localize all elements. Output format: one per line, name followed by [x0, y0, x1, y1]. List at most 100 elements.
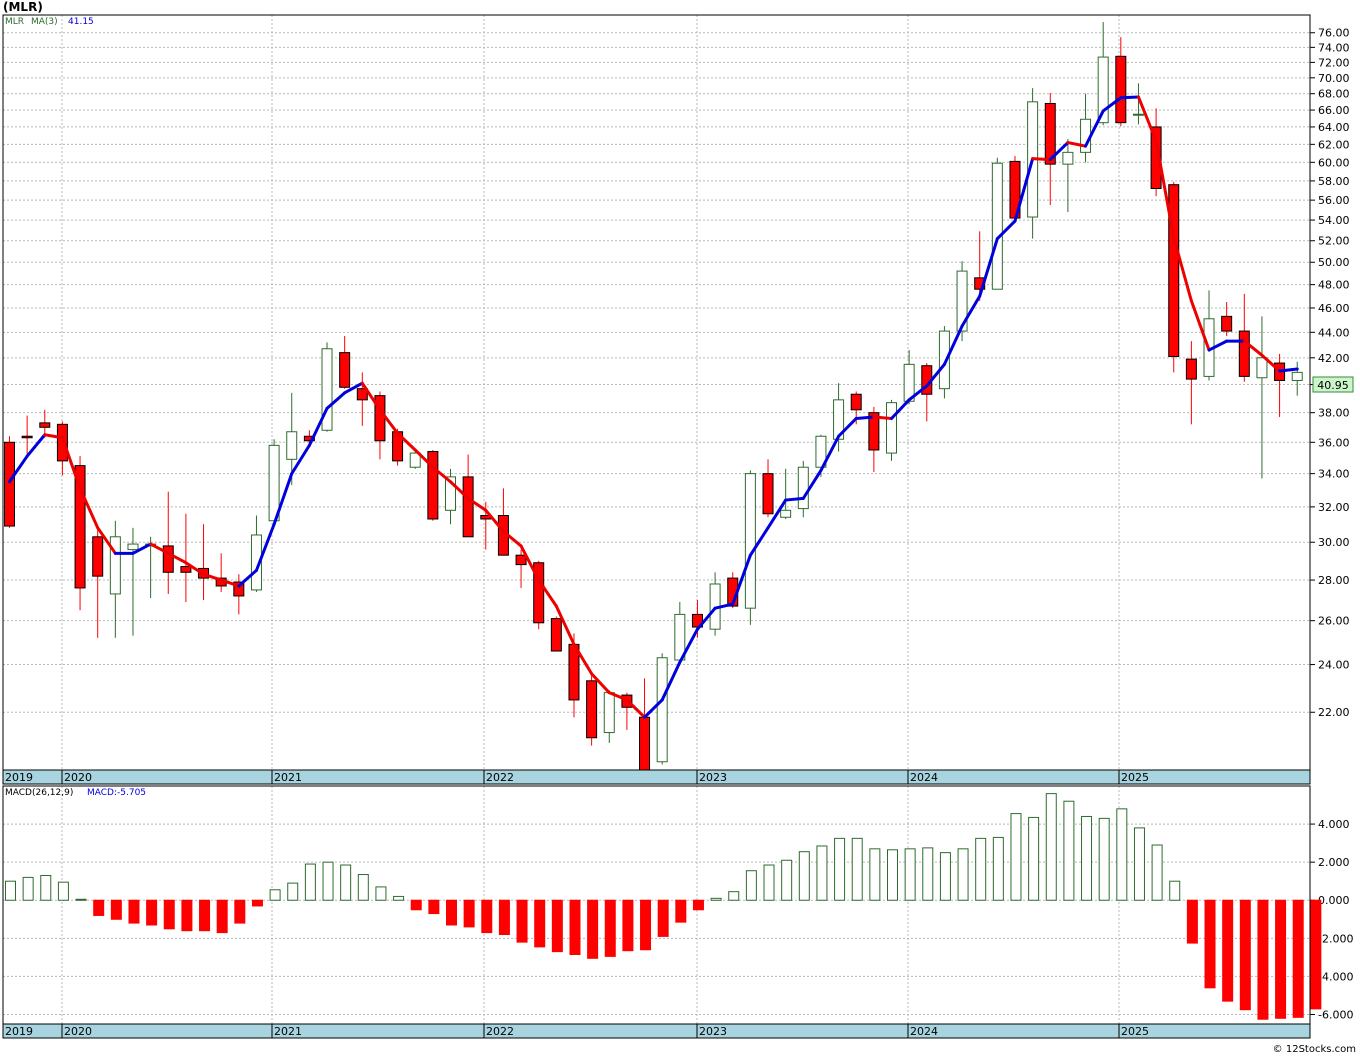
candle-up: [268, 444, 280, 522]
ma-segment: [890, 398, 911, 420]
price-tick-label: 76.00: [1318, 27, 1350, 40]
ma-segment: [731, 553, 752, 606]
macd-legend-label: MACD(26,12,9): [5, 788, 73, 798]
ma-segment: [607, 691, 629, 702]
ma-segment: [978, 237, 999, 298]
macd-bar-negative: [692, 899, 704, 911]
candle-down: [639, 716, 651, 771]
macd-bar-positive: [304, 863, 316, 901]
macd-bar-positive: [375, 886, 387, 901]
price-tick-label: 34.00: [1318, 468, 1350, 481]
price-axis-ticks: 22.00 24.00 26.00 28.00 30.00 32.00 34.00 36.00…: [1310, 27, 1350, 719]
candle-up: [321, 348, 333, 431]
date-label: 2025: [1121, 771, 1149, 784]
ma-segment: [554, 604, 576, 646]
legend-ma-value: 41.15: [68, 17, 94, 27]
macd-bar-positive: [1133, 827, 1145, 901]
price-tick-label: 56.00: [1318, 194, 1350, 207]
candle-down: [4, 441, 15, 527]
candle-down: [762, 473, 774, 515]
macd-bar-negative: [1275, 899, 1287, 1019]
macd-bar-positive: [1116, 808, 1128, 901]
ma-segment: [872, 415, 893, 420]
last-price-badge: 40.95: [1312, 376, 1354, 393]
macd-panel-frame: [2, 785, 1311, 1025]
watermark: © 12Stocks.com: [1273, 1044, 1356, 1055]
price-tick-label: 32.00: [1318, 501, 1350, 514]
ma-segment: [166, 551, 188, 565]
ma-segment: [837, 416, 858, 438]
last-price-box: [1312, 376, 1354, 393]
candle-down: [303, 435, 315, 442]
macd-bar-negative: [463, 899, 475, 928]
ma-segment: [1084, 109, 1105, 148]
ma-segment: [1189, 299, 1211, 352]
candle-down: [21, 435, 33, 439]
macd-bar-negative: [604, 899, 616, 957]
ma-segment: [801, 468, 823, 500]
macd-bar-positive: [781, 859, 793, 901]
candle-down: [1185, 358, 1197, 380]
macd-bar-positive: [1045, 793, 1057, 901]
macd-bar-negative: [516, 899, 528, 943]
price-tick-label: 70.00: [1318, 72, 1350, 85]
date-label: 2021: [274, 771, 302, 784]
candle-up: [1256, 357, 1268, 379]
candle-up: [109, 536, 121, 595]
ma-segment: [184, 561, 206, 576]
macd-bar-positive: [22, 876, 34, 901]
ma-segment: [484, 508, 505, 533]
ma-segment: [307, 406, 329, 447]
macd-tick-label: 4.000: [1318, 818, 1350, 831]
macd-bar-positive: [57, 881, 69, 901]
candle-up: [286, 431, 298, 460]
candle-down: [233, 581, 245, 597]
macd-tick-label: 0.000: [1318, 894, 1350, 907]
macd-tick-label: -2.000: [1318, 932, 1353, 945]
candle-up: [744, 473, 756, 609]
candle-down: [533, 562, 545, 624]
ma-segment: [960, 294, 982, 328]
macd-bar-positive: [887, 849, 898, 901]
macd-bar-negative: [657, 899, 669, 937]
macd-bar-positive: [834, 837, 846, 901]
date-label: 2021: [274, 1025, 302, 1038]
ma-segment: [854, 415, 876, 420]
macd-bar-positive: [745, 870, 757, 901]
macd-bar-positive: [287, 882, 299, 901]
candle-down: [180, 566, 192, 573]
price-tick-label: 60.00: [1318, 156, 1350, 169]
macd-bar-positive: [1169, 880, 1181, 901]
macd-bar-negative: [234, 899, 246, 924]
date-band: [2, 1023, 1311, 1039]
macd-bar-negative: [146, 899, 158, 926]
macd-bar-positive: [75, 898, 87, 901]
candle-down: [74, 465, 86, 589]
candle-up: [1097, 56, 1109, 124]
macd-bar-positive: [357, 874, 369, 901]
macd-bar-negative: [640, 899, 652, 951]
ma-segment: [449, 480, 470, 500]
price-tick-label: 52.00: [1318, 235, 1350, 248]
price-legend: MLR MA(3) 41.15: [5, 17, 94, 27]
macd-tick-label: -4.000: [1318, 970, 1353, 983]
ma-segment: [325, 391, 347, 410]
price-tick-label: 24.00: [1318, 659, 1350, 672]
price-tick-label: 68.00: [1318, 88, 1350, 101]
ma-segment: [1048, 141, 1070, 162]
ma-segment: [131, 542, 153, 555]
macd-bar-positive: [1098, 817, 1110, 901]
price-tick-label: 22.00: [1318, 706, 1350, 719]
candle-up: [445, 476, 456, 511]
macd-bar-positive: [269, 889, 281, 901]
candle-down: [1168, 184, 1180, 358]
candle-up: [797, 466, 809, 510]
macd-bar-positive: [1151, 844, 1163, 901]
ma-segment: [942, 324, 964, 366]
price-tick-label: 74.00: [1318, 41, 1350, 54]
ma-segment: [8, 454, 29, 484]
candle-up: [938, 330, 950, 390]
ma-segment: [625, 698, 647, 719]
macd-bar-positive: [957, 848, 969, 901]
